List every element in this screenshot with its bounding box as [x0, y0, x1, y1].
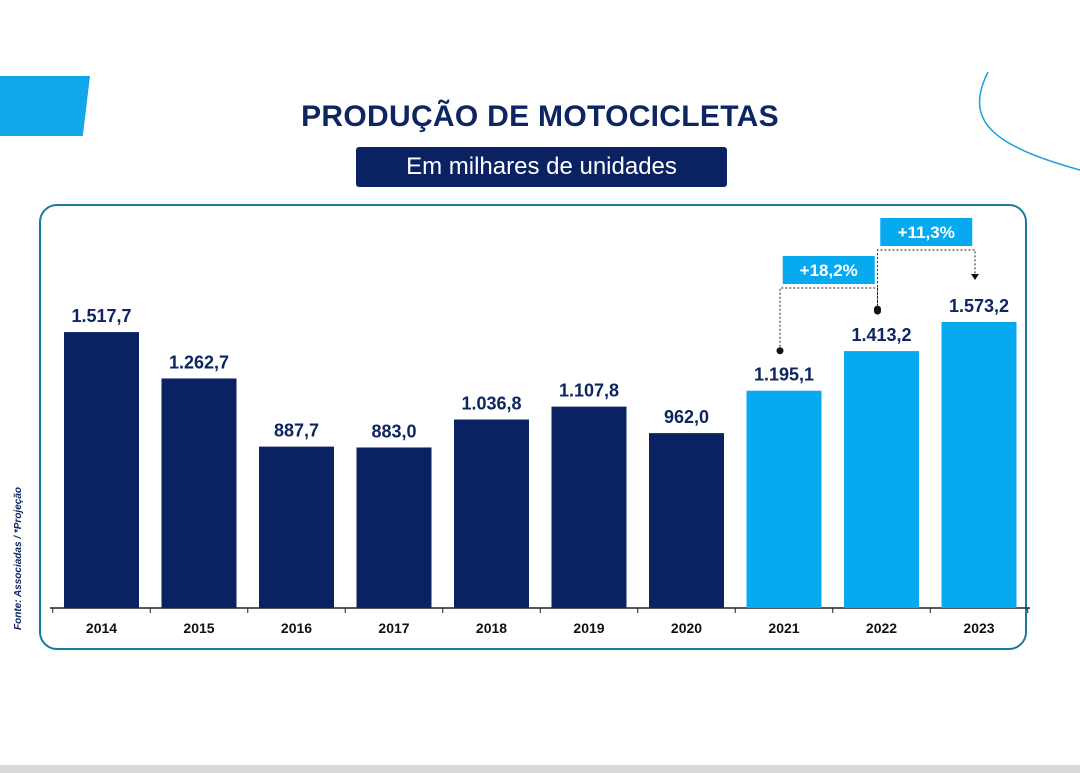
x-tick-label-2018: 2018 [476, 620, 507, 636]
x-tick-label-2014: 2014 [86, 620, 117, 636]
x-tick-label-2015: 2015 [183, 620, 214, 636]
x-tick-label-2020: 2020 [671, 620, 702, 636]
bar-2023 [941, 322, 1017, 608]
bar-2019 [551, 406, 627, 608]
bar-2015 [161, 378, 237, 608]
bar-2022 [844, 351, 919, 608]
x-tick-label-2017: 2017 [378, 620, 409, 636]
value-label-2023: 1.573,2 [949, 296, 1009, 316]
value-label-2020: 962,0 [664, 407, 709, 427]
value-label-2021: 1.195,1 [754, 365, 814, 385]
corner-decoration-right [978, 71, 1080, 171]
chart-panel [39, 204, 1027, 650]
value-label-2022: 1.413,2 [851, 325, 911, 345]
x-tick-label-2022: 2022 [866, 620, 897, 636]
value-label-2019: 1.107,8 [559, 381, 619, 401]
value-label-2018: 1.036,8 [461, 394, 521, 414]
bar-2020 [649, 433, 724, 608]
value-label-2014: 1.517,7 [71, 306, 131, 326]
corner-decoration-left [0, 76, 90, 136]
x-tick-label-2016: 2016 [281, 620, 312, 636]
bar-2014 [64, 332, 139, 608]
growth-label-2022-2023: +11,3% [898, 223, 955, 242]
growth-badge-2022-2023 [880, 218, 973, 246]
growth-badge-2021-2022 [782, 256, 875, 284]
value-label-2015: 1.262,7 [169, 352, 229, 372]
annotation-arrow-2022-2023 [971, 274, 979, 280]
bar-2017 [356, 447, 432, 608]
x-tick-label-2021: 2021 [768, 620, 799, 636]
chart-title: PRODUÇÃO DE MOTOCICLETAS [301, 100, 779, 133]
growth-label-2021-2022: +18,2% [800, 261, 858, 280]
x-tick-label-2023: 2023 [963, 620, 994, 636]
bar-2021 [746, 390, 822, 608]
annotation-connector-2022-2023 [877, 249, 976, 312]
value-label-2017: 883,0 [371, 421, 416, 441]
annotation-connector-2021-2022 [779, 287, 878, 351]
bar-2016 [259, 446, 334, 608]
footer-bar [0, 765, 1080, 773]
bar-2018 [454, 419, 529, 608]
x-tick-label-2019: 2019 [573, 620, 604, 636]
chart-subtitle: Em milhares de unidades [356, 147, 727, 187]
value-label-2016: 887,7 [274, 421, 319, 441]
